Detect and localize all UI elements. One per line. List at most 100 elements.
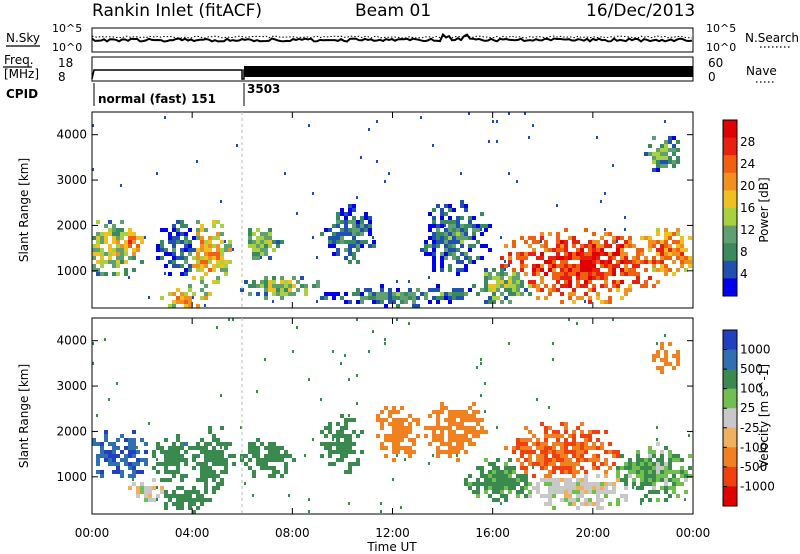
heatmap-cell <box>224 458 228 462</box>
heatmap-cell <box>116 252 120 256</box>
heatmap-cell <box>356 434 360 438</box>
heatmap-cell <box>348 240 352 244</box>
heatmap-cell <box>532 236 536 240</box>
heatmap-cell <box>468 406 472 410</box>
heatmap-cell <box>388 422 392 426</box>
heatmap-cell <box>616 470 620 474</box>
heatmap-cell <box>456 410 460 414</box>
heatmap-cell <box>660 264 664 268</box>
heatmap-cell <box>340 240 344 244</box>
heatmap-cell <box>212 454 216 458</box>
heatmap-cell <box>544 466 548 470</box>
heatmap-cell <box>588 264 592 268</box>
heatmap-cell <box>684 478 688 482</box>
heatmap-cell <box>460 434 464 438</box>
heatmap-cell <box>528 284 532 288</box>
heatmap-cell <box>568 482 572 486</box>
heatmap-cell <box>352 450 356 454</box>
heatmap-cell <box>176 228 180 232</box>
heatmap-cell <box>268 442 272 446</box>
heatmap-cell <box>104 260 108 264</box>
heatmap-cell <box>180 494 184 498</box>
heatmap-cell <box>668 470 672 474</box>
heatmap-cell <box>652 152 656 156</box>
heatmap-cell <box>484 272 488 276</box>
heatmap-cell <box>496 120 498 123</box>
heatmap-cell <box>200 450 204 454</box>
heatmap-cell <box>176 438 180 442</box>
heatmap-cell <box>456 422 460 426</box>
heatmap-cell <box>348 446 352 450</box>
heatmap-cell <box>408 450 412 454</box>
heatmap-cell <box>264 240 268 244</box>
heatmap-cell <box>108 462 112 466</box>
heatmap-cell <box>664 240 668 244</box>
heatmap-cell <box>636 260 640 264</box>
heatmap-cell <box>648 454 652 458</box>
velocity-colorbar-tick-label: 25 <box>740 401 755 415</box>
heatmap-cell <box>160 248 164 252</box>
heatmap-cell <box>460 414 464 418</box>
heatmap-cell <box>508 172 510 175</box>
heatmap-cell <box>512 478 516 482</box>
heatmap-cell <box>496 272 500 276</box>
heatmap-cell <box>584 244 588 248</box>
heatmap-cell <box>184 272 188 276</box>
heatmap-cell <box>444 292 448 296</box>
heatmap-cell <box>328 450 332 454</box>
heatmap-cell <box>500 276 504 280</box>
heatmap-cell <box>252 446 256 450</box>
heatmap-cell <box>336 438 340 442</box>
heatmap-cell <box>656 354 660 358</box>
heatmap-cell <box>464 478 468 482</box>
heatmap-cell <box>336 216 340 220</box>
heatmap-cell <box>440 430 444 434</box>
heatmap-cell <box>340 228 344 232</box>
heatmap-cell <box>608 482 612 486</box>
y-tick-label: 2000 <box>56 218 87 232</box>
heatmap-cell <box>188 446 192 450</box>
heatmap-cell <box>120 244 124 248</box>
heatmap-cell <box>184 296 188 300</box>
heatmap-cell <box>368 350 370 353</box>
heatmap-cell <box>552 462 556 466</box>
heatmap-cell <box>180 256 184 260</box>
heatmap-cell <box>440 256 444 260</box>
freq-tick-low: 8 <box>58 70 66 84</box>
heatmap-cell <box>180 264 184 268</box>
heatmap-cell <box>520 474 524 478</box>
heatmap-cell <box>344 454 348 458</box>
heatmap-cell <box>188 502 192 506</box>
heatmap-cell <box>112 446 116 450</box>
heatmap-cell <box>668 450 672 454</box>
heatmap-cell <box>136 458 140 462</box>
heatmap-cell <box>660 454 664 458</box>
heatmap-cell <box>348 228 352 232</box>
heatmap-cell <box>356 292 360 296</box>
heatmap-cell <box>220 462 224 466</box>
heatmap-cell <box>568 478 572 482</box>
heatmap-cell <box>252 470 256 474</box>
heatmap-cell <box>536 438 540 442</box>
y-tick-label: 1000 <box>56 264 87 278</box>
heatmap-cell <box>288 288 292 292</box>
heatmap-cell <box>548 486 552 490</box>
heatmap-cell <box>100 236 104 240</box>
heatmap-cell <box>272 288 276 292</box>
heatmap-cell <box>348 450 352 454</box>
heatmap-cell <box>540 280 544 284</box>
heatmap-cell <box>336 442 340 446</box>
heatmap-cell <box>344 212 348 216</box>
heatmap-cell <box>204 466 208 470</box>
heatmap-cell <box>476 482 480 486</box>
velocity-colorbar-tick-label: -25 <box>740 421 760 435</box>
heatmap-cell <box>408 422 412 426</box>
power-colorbar-tick-label: 12 <box>740 223 755 237</box>
heatmap-cell <box>480 358 482 361</box>
heatmap-cell <box>648 470 652 474</box>
heatmap-cell <box>588 300 592 304</box>
heatmap-cell <box>360 240 364 244</box>
heatmap-cell <box>120 458 124 462</box>
heatmap-cell <box>208 474 212 478</box>
heatmap-cell <box>588 256 592 260</box>
